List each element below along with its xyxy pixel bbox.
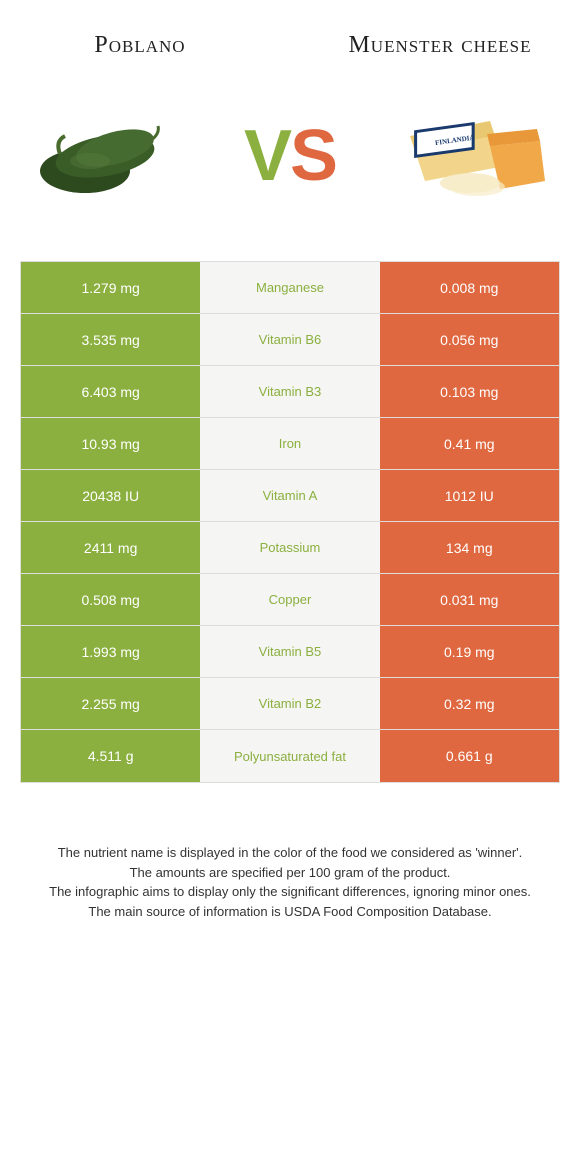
right-value-cell: 134 mg [380, 522, 559, 573]
nutrient-name-cell: Manganese [200, 262, 379, 313]
poblano-icon [30, 106, 180, 206]
images-row: VS FINLANDIA [0, 81, 580, 261]
right-value-cell: 0.103 mg [380, 366, 559, 417]
left-value-cell: 1.279 mg [21, 262, 200, 313]
nutrient-name-cell: Iron [200, 418, 379, 469]
comparison-table: 1.279 mgManganese0.008 mg3.535 mgVitamin… [20, 261, 560, 783]
right-value-cell: 0.056 mg [380, 314, 559, 365]
header-row: Poblano Muenster cheese [0, 0, 580, 81]
right-value-cell: 0.19 mg [380, 626, 559, 677]
nutrient-name-cell: Copper [200, 574, 379, 625]
footer-line-2: The amounts are specified per 100 gram o… [40, 863, 540, 883]
table-row: 2411 mgPotassium134 mg [21, 522, 559, 574]
right-value-cell: 0.031 mg [380, 574, 559, 625]
vs-label: VS [244, 115, 336, 197]
nutrient-name-cell: Potassium [200, 522, 379, 573]
nutrient-name-cell: Vitamin B5 [200, 626, 379, 677]
poblano-image [20, 91, 190, 221]
footer-line-3: The infographic aims to display only the… [40, 882, 540, 902]
left-value-cell: 2411 mg [21, 522, 200, 573]
nutrient-name-cell: Polyunsaturated fat [200, 730, 379, 782]
nutrient-name-cell: Vitamin B3 [200, 366, 379, 417]
table-row: 2.255 mgVitamin B20.32 mg [21, 678, 559, 730]
table-row: 10.93 mgIron0.41 mg [21, 418, 559, 470]
table-row: 1.993 mgVitamin B50.19 mg [21, 626, 559, 678]
footer-notes: The nutrient name is displayed in the co… [40, 843, 540, 921]
left-value-cell: 3.535 mg [21, 314, 200, 365]
cheese-icon: FINLANDIA [395, 101, 555, 211]
footer-line-4: The main source of information is USDA F… [40, 902, 540, 922]
left-value-cell: 20438 IU [21, 470, 200, 521]
nutrient-name-cell: Vitamin A [200, 470, 379, 521]
cheese-image: FINLANDIA [390, 91, 560, 221]
right-value-cell: 1012 IU [380, 470, 559, 521]
table-row: 0.508 mgCopper0.031 mg [21, 574, 559, 626]
table-row: 3.535 mgVitamin B60.056 mg [21, 314, 559, 366]
vs-v-letter: V [244, 116, 290, 196]
footer-line-1: The nutrient name is displayed in the co… [40, 843, 540, 863]
left-food-title: Poblano [40, 30, 240, 61]
left-value-cell: 6.403 mg [21, 366, 200, 417]
table-row: 4.511 gPolyunsaturated fat0.661 g [21, 730, 559, 782]
right-food-title: Muenster cheese [340, 30, 540, 61]
table-row: 20438 IUVitamin A1012 IU [21, 470, 559, 522]
left-value-cell: 4.511 g [21, 730, 200, 782]
right-value-cell: 0.661 g [380, 730, 559, 782]
nutrient-name-cell: Vitamin B6 [200, 314, 379, 365]
left-value-cell: 0.508 mg [21, 574, 200, 625]
right-value-cell: 0.32 mg [380, 678, 559, 729]
vs-s-letter: S [290, 116, 336, 196]
nutrient-name-cell: Vitamin B2 [200, 678, 379, 729]
left-value-cell: 10.93 mg [21, 418, 200, 469]
right-value-cell: 0.41 mg [380, 418, 559, 469]
left-value-cell: 2.255 mg [21, 678, 200, 729]
table-row: 6.403 mgVitamin B30.103 mg [21, 366, 559, 418]
table-row: 1.279 mgManganese0.008 mg [21, 262, 559, 314]
right-value-cell: 0.008 mg [380, 262, 559, 313]
left-value-cell: 1.993 mg [21, 626, 200, 677]
